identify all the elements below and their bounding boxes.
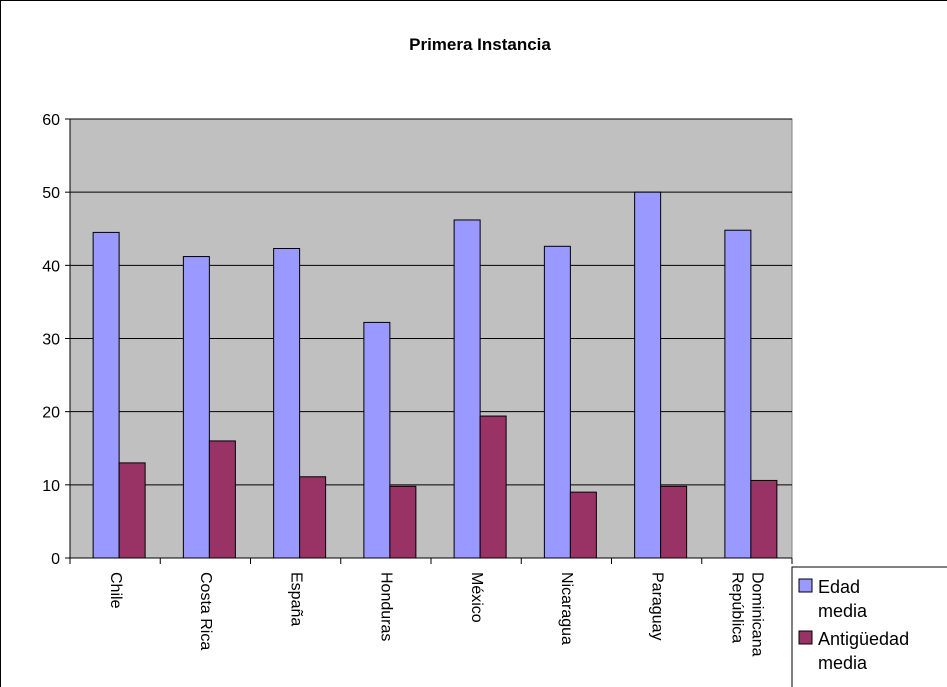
x-tick-label: España [287,572,304,626]
y-tick-label: 30 [42,332,60,349]
bar-antiguedad-2 [299,476,327,559]
plot-area: 0 10 20 30 40 50 60 Chile Costa Rica España Hondur… [42,112,793,657]
bar-edad-6 [634,191,662,559]
x-tick-label: México [468,572,485,623]
x-tick-label: República [729,572,746,643]
bar-antiguedad-1 [208,440,236,559]
y-tick-label: 40 [42,258,60,275]
y-tick-label: 20 [42,405,60,422]
legend-label-line: Antigüedad [818,629,909,649]
x-tick-label: Nicaragua [558,572,575,645]
bar-antiguedad-7 [750,479,778,559]
chart-title: Primera Instancia [409,35,551,54]
bar-antiguedad-0 [118,462,146,559]
legend-swatch-antiguedad [798,630,813,645]
legend-label-line: media [818,653,868,673]
x-tick-label: Dominicana [749,572,766,657]
x-tick-label: Paraguay [648,572,665,641]
y-tick-label: 60 [42,112,60,129]
y-tick-label: 10 [42,478,60,495]
bar-antiguedad-5 [569,491,597,559]
bar-edad-7 [724,229,752,559]
bar-antiguedad-6 [660,485,688,559]
legend-label-line: media [818,601,868,621]
bar-antiguedad-3 [389,485,417,559]
x-tick-label: Chile [107,572,124,609]
bar-edad-3 [363,321,391,559]
x-tick-label: Costa Rica [197,572,214,650]
legend-swatch-edad [798,578,813,593]
legend-box [791,566,947,687]
legend: Edad media Antigüedad media [791,566,947,687]
bar-edad-1 [182,256,210,559]
x-tick-label: Honduras [378,572,395,641]
y-tick-label: 50 [42,185,60,202]
bar-edad-5 [543,245,571,559]
bar-edad-0 [92,231,120,559]
bar-antiguedad-4 [479,415,507,559]
bar-edad-4 [453,219,481,559]
legend-label-line: Edad [818,577,860,597]
y-tick-label: 0 [51,551,60,568]
bar-edad-2 [273,248,301,559]
